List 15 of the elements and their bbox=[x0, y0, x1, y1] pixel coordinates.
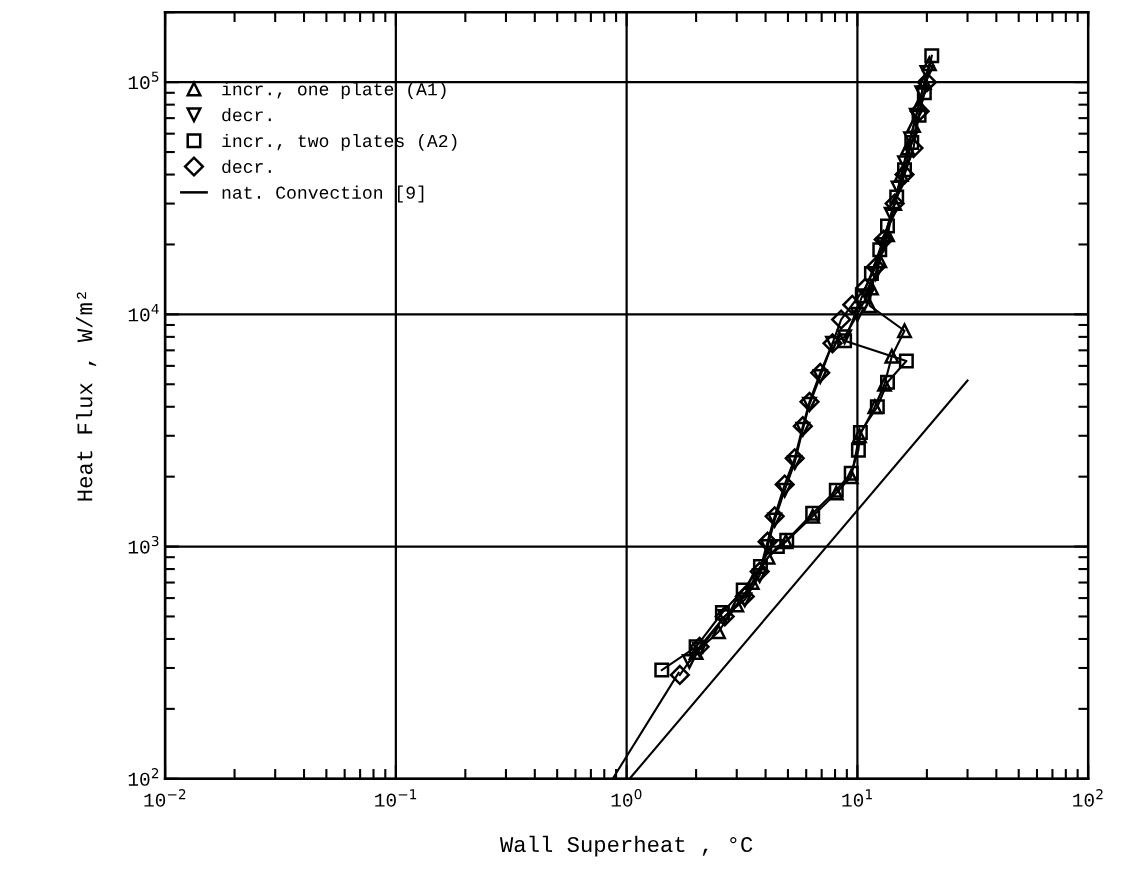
y-tick-label: 10$^{4}$ bbox=[128, 303, 159, 322]
legend-label: incr., one plate (A1) bbox=[222, 82, 446, 99]
x-axis-title: Wall Superheat , °C bbox=[499, 835, 753, 857]
x-tick-label: 10$^{1}$ bbox=[842, 789, 872, 807]
legend-label: decr. bbox=[222, 159, 271, 174]
legend-label: nat. Convection [9] bbox=[222, 185, 424, 203]
x-tick-label: 10$^{−1}$ bbox=[375, 789, 417, 807]
x-tick-label: 10$^{2}$ bbox=[1073, 789, 1103, 807]
x-tick-label: 10$^{0}$ bbox=[611, 789, 642, 807]
y-tick-label: 10$^{5}$ bbox=[128, 71, 159, 90]
y-axis-title: Heat Flux , W/m² bbox=[76, 292, 97, 501]
y-tick-label: 10$^{3}$ bbox=[128, 535, 159, 554]
x-tick-label: 10$^{−2}$ bbox=[144, 789, 186, 807]
y-tick-label: 10$^{2}$ bbox=[128, 768, 159, 786]
legend-label: decr. bbox=[222, 108, 271, 122]
